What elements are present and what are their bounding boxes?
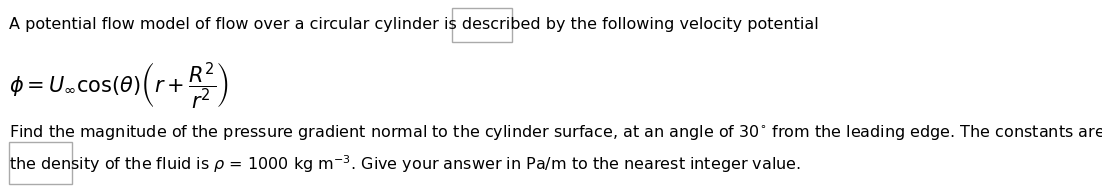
Text: the density of the fluid is $\rho$ = 1000 kg m$^{-3}$. Give your answer in Pa/m : the density of the fluid is $\rho$ = 100… — [9, 154, 801, 175]
Text: Find the magnitude of the pressure gradient normal to the cylinder surface, at a: Find the magnitude of the pressure gradi… — [9, 123, 1102, 142]
Text: $\phi = U_{\infty} \cos(\theta) \left(r + \dfrac{R^2}{r^2}\right)$: $\phi = U_{\infty} \cos(\theta) \left(r … — [9, 61, 229, 113]
Text: A potential flow model of flow over a circular cylinder is described by the foll: A potential flow model of flow over a ci… — [9, 17, 819, 32]
FancyBboxPatch shape — [9, 142, 72, 184]
FancyBboxPatch shape — [452, 8, 511, 42]
